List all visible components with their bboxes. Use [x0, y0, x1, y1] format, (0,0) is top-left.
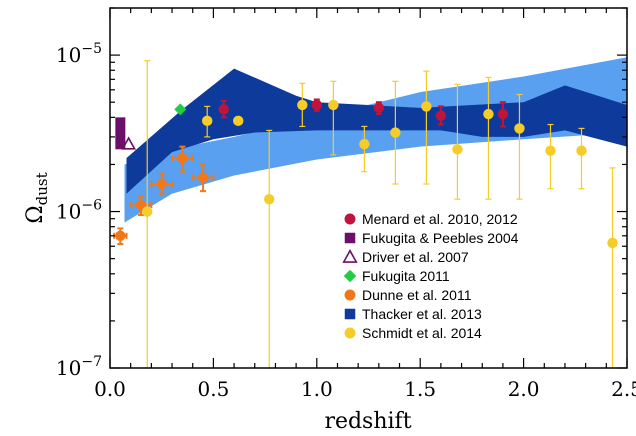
legend-label-3: Fukugita 2011	[362, 268, 450, 284]
legend-label-5: Thacker et al. 2013	[362, 306, 482, 322]
series-6-point-12	[545, 145, 556, 156]
svg-text:Ωdust: Ωdust	[23, 172, 51, 223]
series-0-point-4	[497, 108, 509, 120]
series-6-point-11	[514, 123, 525, 134]
ticks-layer	[109, 7, 628, 369]
legend-marker-3	[343, 269, 357, 283]
legend-item-0: Menard et al. 2010, 2012	[344, 211, 518, 227]
band-0	[124, 57, 627, 223]
legend-label-4: Dunne et al. 2011	[362, 287, 472, 303]
series-0-point-2	[373, 102, 385, 114]
y-tick-label-1: 10−6	[56, 198, 102, 224]
bands-layer	[124, 57, 627, 223]
legend-marker-0	[344, 213, 356, 225]
series-4-point-1	[135, 199, 147, 211]
series-6-point-2	[233, 115, 244, 127]
legend-item-4: Dunne et al. 2011	[344, 287, 472, 303]
series-6-point-10	[483, 108, 494, 120]
y-axis-title: Ωdust	[23, 172, 51, 223]
y-tick-labels: 10−7 10−6 10−5	[56, 41, 102, 380]
series-4-point-0	[115, 230, 126, 241]
legend-item-2: Driver et al. 2007	[342, 249, 469, 265]
series-6-point-1	[201, 115, 213, 127]
y-tick-label-2: 10−5	[56, 41, 102, 67]
legend-label-2: Driver et al. 2007	[362, 249, 469, 265]
series-6-point-14	[607, 237, 618, 249]
legend-marker-1	[344, 232, 356, 244]
series-6-point-5	[328, 99, 339, 111]
x-tick-label-4: 2.0	[508, 377, 540, 401]
series-0-point-0	[218, 104, 229, 115]
x-tick-label-2: 1.0	[301, 377, 333, 401]
x-axis-title: redshift	[324, 409, 411, 434]
legend-item-6: Schmidt et al. 2014	[344, 325, 482, 341]
x-tick-label-0: 0.0	[94, 377, 126, 401]
series-6-point-0	[142, 206, 153, 217]
series-4-point-2	[156, 178, 167, 190]
legend-item-5: Thacker et al. 2013	[344, 306, 482, 322]
plot-frame	[109, 7, 628, 369]
series-3-point-0	[174, 103, 187, 116]
markers-layer	[115, 99, 618, 249]
series-2-point-0	[121, 136, 136, 150]
series-6-point-7	[390, 127, 401, 138]
series-6-point-4	[297, 99, 308, 111]
legend-marker-2	[342, 249, 358, 263]
series-4-point-3	[177, 152, 188, 164]
x-tick-labels: 0.0 0.5 1.0 1.5 2.0 2.5	[94, 377, 636, 401]
legend-item-3: Fukugita 2011	[343, 268, 450, 284]
y-tick-label-0: 10−7	[56, 354, 102, 380]
legend: Menard et al. 2010, 2012 Fukugita & Peebl…	[342, 211, 519, 341]
series-6-point-8	[421, 101, 432, 112]
series-1-point-0	[115, 117, 126, 150]
series-6-point-9	[452, 144, 463, 155]
legend-marker-5	[344, 308, 356, 320]
band-1	[126, 68, 627, 194]
series-0-point-1	[311, 99, 322, 111]
legend-marker-4	[344, 289, 356, 301]
series-6-point-13	[576, 145, 587, 156]
legend-item-1: Fukugita & Peebles 2004	[344, 230, 519, 246]
series-4-point-4	[197, 172, 209, 183]
legend-marker-6	[344, 327, 356, 339]
series-6-point-6	[359, 138, 370, 150]
y-axis-title-main: Ω	[23, 205, 48, 223]
x-tick-label-1: 0.5	[197, 377, 229, 401]
series-0-point-3	[435, 110, 447, 121]
x-tick-label-5: 2.5	[611, 377, 636, 401]
legend-label-0: Menard et al. 2010, 2012	[362, 211, 518, 227]
legend-label-6: Schmidt et al. 2014	[362, 325, 482, 341]
y-axis-title-sub: dust	[33, 172, 51, 205]
x-tick-label-3: 1.5	[404, 377, 436, 401]
series-6-point-3	[264, 193, 275, 205]
legend-label-1: Fukugita & Peebles 2004	[362, 230, 519, 246]
